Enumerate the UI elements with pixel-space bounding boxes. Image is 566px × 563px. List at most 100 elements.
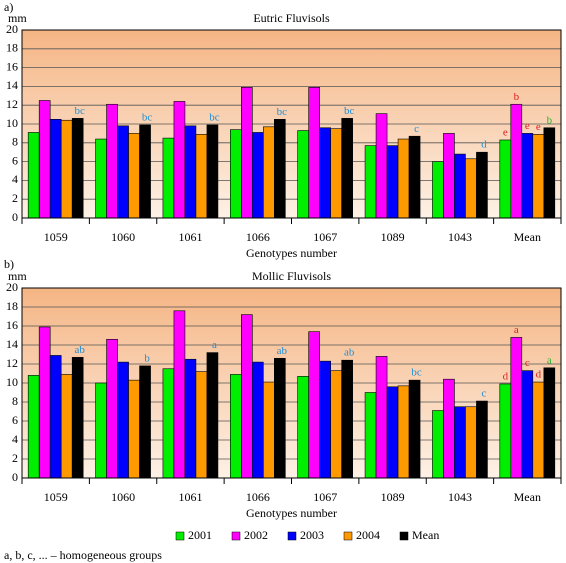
- bar: [521, 370, 534, 479]
- plot-frame: [21, 287, 562, 479]
- bar: [432, 161, 444, 219]
- bar: [476, 151, 488, 219]
- group-label: bc: [142, 111, 153, 123]
- bar: [95, 138, 107, 219]
- bar: [60, 119, 73, 219]
- x-tick-label: 1059: [44, 490, 68, 504]
- bar: [386, 386, 399, 479]
- bar: [386, 145, 399, 219]
- bar: [319, 360, 331, 479]
- bar: [341, 359, 353, 479]
- legend-label: 2004: [356, 528, 380, 542]
- bar: [397, 385, 410, 479]
- x-tick-label: 1067: [313, 490, 337, 504]
- x-tick-label: 1066: [246, 490, 270, 504]
- group-label: a: [212, 339, 217, 351]
- y-tick-label: 10: [6, 116, 18, 130]
- bar: [308, 87, 320, 219]
- y-tick-label: 12: [6, 356, 18, 370]
- legend-swatch: [231, 531, 241, 541]
- x-tick-label: 1059: [44, 230, 68, 244]
- bar: [128, 133, 140, 219]
- bar: [543, 127, 556, 219]
- bar: [364, 392, 377, 479]
- bar: [263, 381, 275, 479]
- bar: [532, 134, 545, 219]
- y-tick-label: 14: [6, 337, 18, 351]
- legend-swatch: [343, 531, 353, 541]
- bar: [330, 370, 342, 479]
- bar: [499, 383, 512, 479]
- x-tick-label: 1060: [111, 230, 135, 244]
- group-label: b: [144, 352, 150, 364]
- bar: [241, 87, 253, 219]
- legend-label: 2003: [300, 528, 324, 542]
- bar: [38, 100, 51, 219]
- bar: [106, 338, 118, 479]
- group-label: bc: [74, 105, 85, 117]
- y-tick-label: 0: [12, 210, 18, 224]
- chart-title: Mollic Fluvisols: [252, 269, 331, 283]
- legend-label: 2001: [188, 528, 212, 542]
- group-label: c: [414, 123, 419, 135]
- bar: [49, 119, 62, 219]
- bar: [274, 119, 286, 219]
- group-label: c: [525, 357, 530, 369]
- y-tick-label: 18: [6, 299, 18, 313]
- bar: [375, 356, 388, 479]
- y-tick-label: 16: [6, 318, 18, 332]
- bar: [263, 126, 275, 219]
- bar: [38, 326, 51, 479]
- group-label: b: [514, 91, 520, 103]
- footnote: a, b, c, ... – homogeneous groups: [4, 548, 162, 562]
- group-label: c: [481, 388, 486, 400]
- group-label: ab: [344, 347, 355, 359]
- x-tick-label: 1067: [313, 230, 337, 244]
- bar: [499, 139, 512, 219]
- y-tick-label: 2: [12, 451, 18, 465]
- bar: [465, 406, 477, 479]
- bar: [206, 352, 219, 479]
- y-axis-label: mm: [8, 11, 27, 25]
- bar: [230, 374, 242, 479]
- group-label: d: [481, 139, 487, 151]
- legend-label: Mean: [412, 528, 439, 542]
- bar: [454, 153, 466, 219]
- bar: [408, 135, 421, 219]
- bar: [408, 379, 421, 479]
- bar: [184, 125, 197, 219]
- group-label: b: [547, 114, 553, 126]
- bar: [173, 310, 186, 479]
- x-tick-label: 1043: [448, 230, 472, 244]
- bar: [173, 101, 186, 219]
- y-tick-label: 20: [6, 22, 18, 36]
- x-tick-label: 1060: [111, 490, 135, 504]
- bar: [510, 103, 523, 219]
- bar: [521, 133, 534, 219]
- group-label: e: [525, 120, 530, 132]
- bar: [330, 128, 342, 219]
- bar: [319, 127, 331, 219]
- x-axis-label: Genotypes number: [246, 246, 337, 260]
- bar: [195, 371, 208, 479]
- bar: [532, 381, 545, 479]
- group-label: e: [503, 127, 508, 139]
- y-tick-label: 4: [12, 172, 18, 186]
- bar: [364, 145, 377, 219]
- y-axis-label: mm: [8, 269, 27, 283]
- y-tick-label: 14: [6, 78, 18, 92]
- x-tick-label: 1089: [381, 230, 405, 244]
- bar: [95, 382, 107, 479]
- bar: [230, 129, 242, 219]
- bar: [71, 118, 84, 219]
- y-tick-label: 8: [12, 135, 18, 149]
- bar: [454, 406, 466, 479]
- group-label: bc: [209, 111, 220, 123]
- group-label: a: [547, 354, 552, 366]
- bar: [308, 331, 320, 479]
- x-tick-label: 1089: [381, 490, 405, 504]
- group-label: ab: [74, 344, 85, 356]
- bar: [510, 337, 523, 479]
- bar: [432, 410, 444, 479]
- y-tick-label: 0: [12, 470, 18, 484]
